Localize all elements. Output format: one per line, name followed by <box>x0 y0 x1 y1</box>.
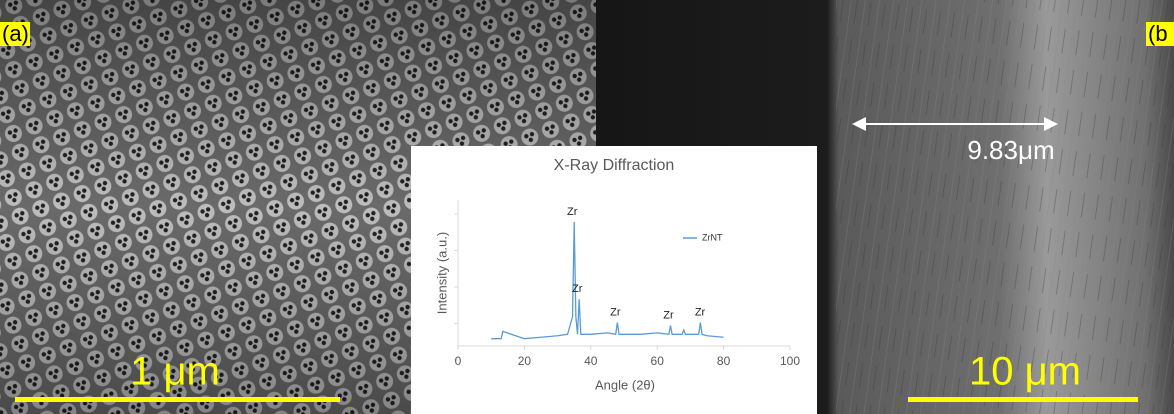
x-tick-label: 80 <box>717 354 731 368</box>
peak-annotation: Zr <box>695 307 706 319</box>
y-axis-label: Intensity (a.u.) <box>434 232 449 314</box>
x-tick-label: 0 <box>455 354 462 368</box>
peak-annotation: Zr <box>572 283 583 295</box>
page: {"panels": {"a": {"label": "(a)", "scale… <box>0 0 1174 414</box>
x-tick-label: 100 <box>780 354 800 368</box>
scale-bar-label: 1 μm <box>130 350 220 394</box>
peak-annotation: Zr <box>663 309 674 321</box>
figure: (a) 1 μm (b 9.83μm 10 μm X-Ray Diffracti… <box>0 0 1174 414</box>
xrd-chart: X-Ray Diffraction Angle (2θ) Intensity (… <box>411 146 817 414</box>
scale-bar <box>15 397 340 402</box>
x-tick-label: 60 <box>651 354 665 368</box>
x-tick-label: 20 <box>518 354 532 368</box>
chart-title: X-Ray Diffraction <box>554 157 675 174</box>
x-axis-label: Angle (2θ) <box>595 377 655 392</box>
peak-annotation: Zr <box>567 206 578 218</box>
panel-label: (b <box>1148 21 1168 46</box>
scale-bar <box>908 397 1138 402</box>
measurement-label: 9.83μm <box>967 135 1054 165</box>
legend-label: ZrNT <box>702 232 723 242</box>
scale-bar-label: 10 μm <box>969 350 1081 394</box>
panel-label: (a) <box>2 21 29 46</box>
chart-background <box>411 146 817 414</box>
x-tick-label: 40 <box>584 354 598 368</box>
peak-annotation: Zr <box>610 307 621 319</box>
